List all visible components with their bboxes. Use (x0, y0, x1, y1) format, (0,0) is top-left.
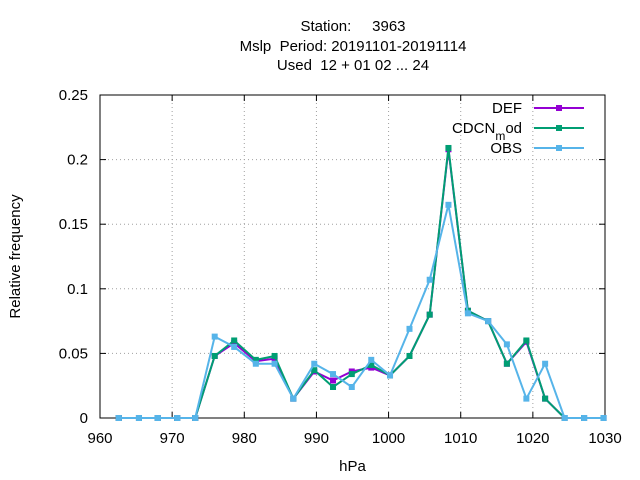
legend-entry: DEF (492, 100, 584, 117)
data-point (252, 356, 259, 363)
data-point (348, 383, 355, 390)
data-point (523, 395, 530, 402)
data-point (330, 383, 337, 390)
data-point (211, 333, 218, 340)
data-point (485, 318, 492, 325)
data-point (311, 360, 318, 367)
y-tick-labels: 0 0.05 0.1 0.15 0.2 0.25 (59, 87, 88, 427)
data-point (561, 415, 568, 421)
x-tick-label: 1030 (588, 430, 621, 447)
data-point (211, 352, 218, 359)
x-tick-label: 980 (232, 430, 257, 447)
data-point (581, 415, 588, 421)
x-tick-label: 1000 (372, 430, 405, 447)
data-point (387, 372, 394, 379)
x-tick-label: 1020 (516, 430, 549, 447)
series-layer (115, 144, 607, 421)
data-point (503, 341, 510, 348)
data-point (311, 367, 318, 374)
data-point (445, 201, 452, 208)
x-tick-label: 970 (160, 430, 185, 447)
ticks (99, 94, 606, 419)
data-point (426, 276, 433, 283)
legend-marker (556, 145, 562, 151)
legend-entry: CDCNmod (452, 120, 584, 143)
y-tick-label: 0.25 (59, 87, 88, 104)
data-point (426, 311, 433, 318)
data-point (368, 356, 375, 363)
title-line-2: Mslp Period: 20191101-20191114 (239, 38, 467, 55)
x-axis-label: hPa (339, 458, 366, 475)
legend-label: CDCNmod (452, 120, 522, 143)
data-point (192, 415, 199, 421)
series-line (118, 147, 604, 419)
y-tick-label: 0.15 (59, 216, 88, 233)
data-point (445, 144, 452, 151)
data-point (115, 415, 122, 421)
data-point (231, 343, 238, 350)
data-point (542, 360, 549, 367)
data-point (231, 337, 238, 344)
y-tick-label: 0.05 (59, 345, 88, 362)
plot-border (99, 94, 606, 419)
y-tick-label: 0.2 (67, 152, 88, 169)
data-point (406, 352, 413, 359)
data-point (174, 415, 181, 421)
data-point (523, 337, 530, 344)
data-point (406, 325, 413, 332)
series-line (118, 149, 604, 419)
data-point (330, 377, 337, 384)
data-point (271, 352, 278, 359)
data-point (542, 395, 549, 402)
legend-marker (556, 105, 562, 111)
legend-label: OBS (490, 140, 522, 157)
y-tick-label: 0.1 (67, 281, 88, 298)
data-point (252, 360, 259, 367)
grid (100, 95, 605, 418)
legend-marker (556, 125, 562, 131)
series-line (118, 204, 604, 419)
data-point (154, 415, 161, 421)
y-axis-label: Relative frequency (7, 194, 24, 319)
title-line-1: Station: 3963 (300, 18, 406, 35)
series-obs (115, 201, 607, 421)
data-point (600, 415, 607, 421)
data-point (290, 395, 297, 402)
y-tick-label: 0 (80, 410, 88, 427)
x-tick-label: 1010 (444, 430, 477, 447)
data-point (464, 310, 471, 317)
data-point (330, 371, 337, 378)
x-tick-label: 960 (87, 430, 112, 447)
x-tick-labels: 960 970 980 990 1000 1010 1020 1030 (87, 430, 621, 447)
data-point (271, 360, 278, 367)
data-point (135, 415, 142, 421)
title-line-3: Used 12 + 01 02 ... 24 (276, 57, 430, 74)
x-tick-label: 990 (304, 430, 329, 447)
data-point (503, 360, 510, 367)
legend-entry: OBS (490, 140, 584, 157)
legend-label: DEF (492, 100, 522, 117)
data-point (348, 371, 355, 378)
data-point (368, 362, 375, 369)
